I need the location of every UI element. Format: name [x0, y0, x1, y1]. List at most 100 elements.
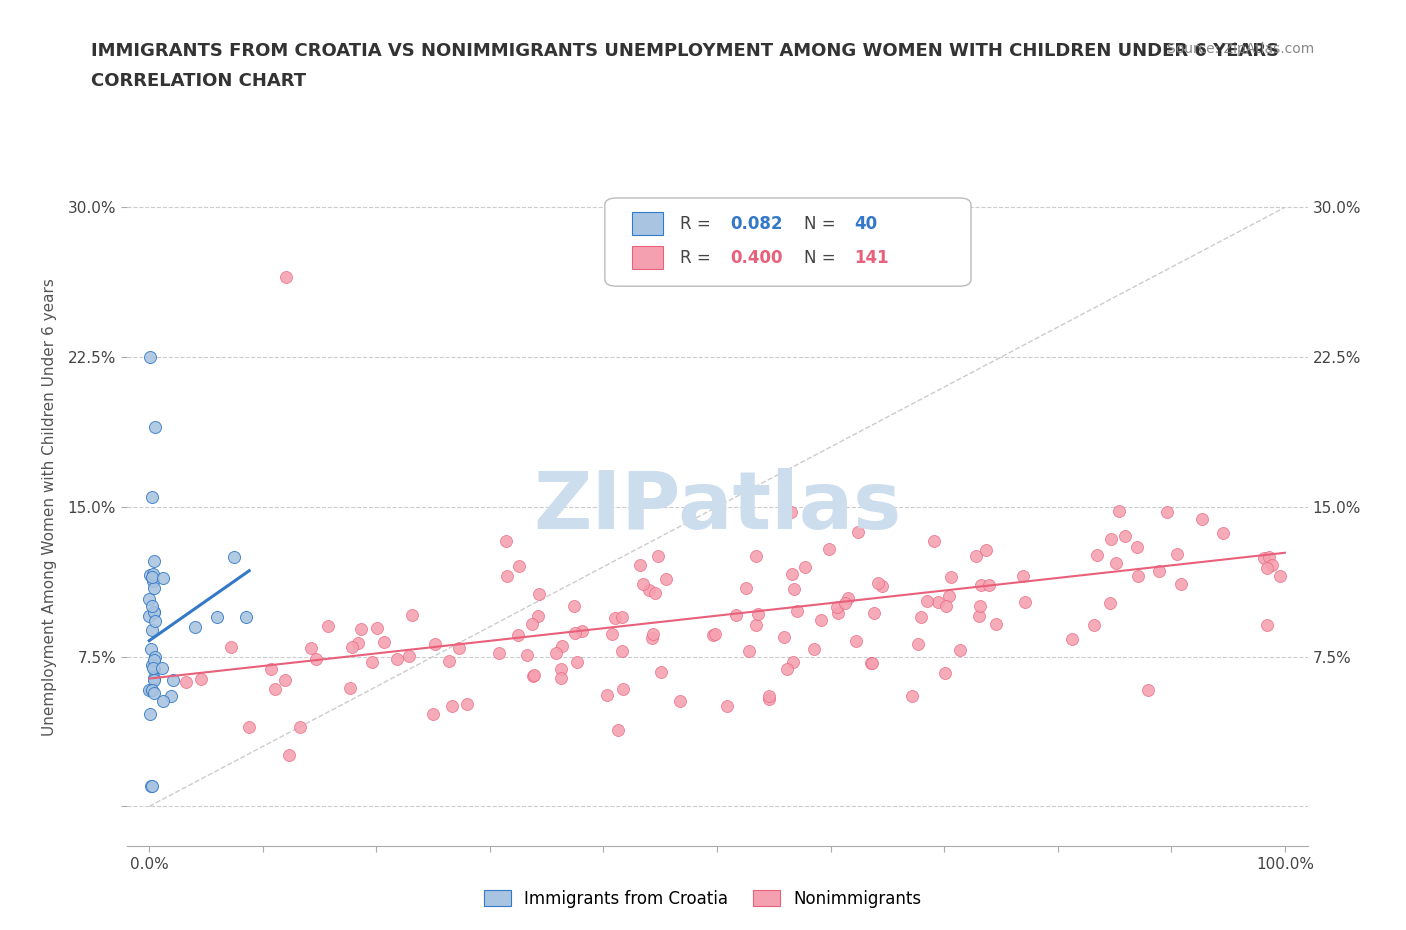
Point	[612, 682, 634, 697]
Point	[571, 624, 593, 639]
Point	[1085, 548, 1108, 563]
Text: 141: 141	[853, 248, 889, 267]
Point	[150, 661, 173, 676]
Point	[825, 600, 848, 615]
Point	[142, 580, 165, 595]
Point	[810, 612, 832, 627]
Point	[142, 604, 165, 619]
Point	[527, 587, 550, 602]
Point	[803, 642, 825, 657]
Point	[716, 698, 738, 713]
Point	[734, 580, 756, 595]
Point	[141, 489, 163, 504]
Point	[235, 609, 257, 624]
Point	[221, 640, 243, 655]
Bar	[633, 246, 662, 270]
Point	[780, 566, 803, 581]
Bar	[633, 212, 662, 235]
Point	[190, 671, 212, 686]
Point	[779, 504, 801, 519]
Point	[725, 607, 748, 622]
Point	[1268, 568, 1291, 583]
Point	[139, 350, 162, 365]
Point	[786, 604, 808, 618]
Point	[316, 618, 339, 633]
Point	[1105, 555, 1128, 570]
Point	[274, 673, 297, 688]
Point	[863, 605, 886, 620]
Point	[848, 525, 870, 539]
Point	[143, 419, 166, 434]
Point	[299, 641, 322, 656]
Point	[152, 571, 174, 586]
Point	[143, 671, 166, 686]
Point	[702, 628, 724, 643]
Point	[550, 671, 572, 685]
Point	[139, 706, 162, 721]
Point	[744, 618, 766, 632]
Y-axis label: Unemployment Among Women with Children Under 6 years: Unemployment Among Women with Children U…	[42, 278, 56, 736]
Point	[927, 595, 949, 610]
Point	[935, 599, 957, 614]
Point	[976, 542, 998, 557]
Point	[1212, 525, 1234, 540]
Point	[142, 574, 165, 589]
Point	[827, 605, 849, 620]
Point	[1099, 531, 1122, 546]
Point	[772, 630, 794, 644]
Point	[373, 634, 395, 649]
Point	[596, 687, 619, 702]
Point	[845, 633, 868, 648]
Point	[264, 682, 287, 697]
Point	[398, 648, 420, 663]
Point	[610, 609, 633, 624]
Text: IMMIGRANTS FROM CROATIA VS NONIMMIGRANTS UNEMPLOYMENT AMONG WOMEN WITH CHILDREN : IMMIGRANTS FROM CROATIA VS NONIMMIGRANTS…	[91, 42, 1279, 60]
Point	[516, 647, 538, 662]
Point	[967, 608, 990, 623]
Point	[776, 661, 799, 676]
Text: R =: R =	[681, 215, 717, 232]
Point	[145, 613, 167, 628]
Point	[758, 691, 780, 706]
Point	[277, 747, 299, 762]
Point	[868, 576, 890, 591]
Point	[142, 661, 165, 676]
Point	[782, 655, 804, 670]
Point	[423, 637, 446, 652]
Point	[143, 672, 166, 687]
Point	[437, 654, 460, 669]
Point	[350, 621, 373, 636]
Point	[366, 621, 388, 636]
Point	[422, 707, 444, 722]
Point	[1261, 558, 1284, 573]
Text: R =: R =	[681, 248, 717, 267]
Point	[668, 694, 690, 709]
Point	[1258, 549, 1281, 564]
Point	[1126, 568, 1149, 583]
Point	[141, 598, 163, 613]
Point	[1108, 503, 1130, 518]
Point	[340, 640, 363, 655]
Point	[794, 559, 817, 574]
Point	[495, 568, 517, 583]
Point	[907, 636, 929, 651]
Point	[138, 567, 160, 582]
Point	[1191, 512, 1213, 526]
Point	[305, 652, 328, 667]
Point	[440, 698, 463, 713]
Text: 40: 40	[853, 215, 877, 232]
Point	[546, 645, 568, 660]
Point	[565, 655, 588, 670]
Point	[1126, 539, 1149, 554]
Point	[704, 627, 727, 642]
Point	[641, 631, 664, 645]
Point	[915, 594, 938, 609]
Point	[1136, 683, 1159, 698]
Point	[160, 689, 183, 704]
Point	[143, 553, 166, 568]
Point	[138, 683, 160, 698]
Point	[977, 578, 1000, 592]
Point	[970, 578, 993, 592]
Point	[564, 625, 586, 640]
Point	[339, 681, 361, 696]
